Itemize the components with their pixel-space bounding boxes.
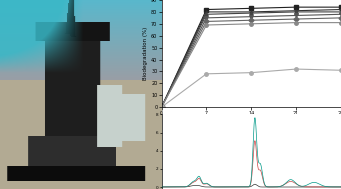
X-axis label: times (days): times (days)	[234, 118, 268, 123]
Y-axis label: Biodegradation (%): Biodegradation (%)	[143, 27, 148, 80]
